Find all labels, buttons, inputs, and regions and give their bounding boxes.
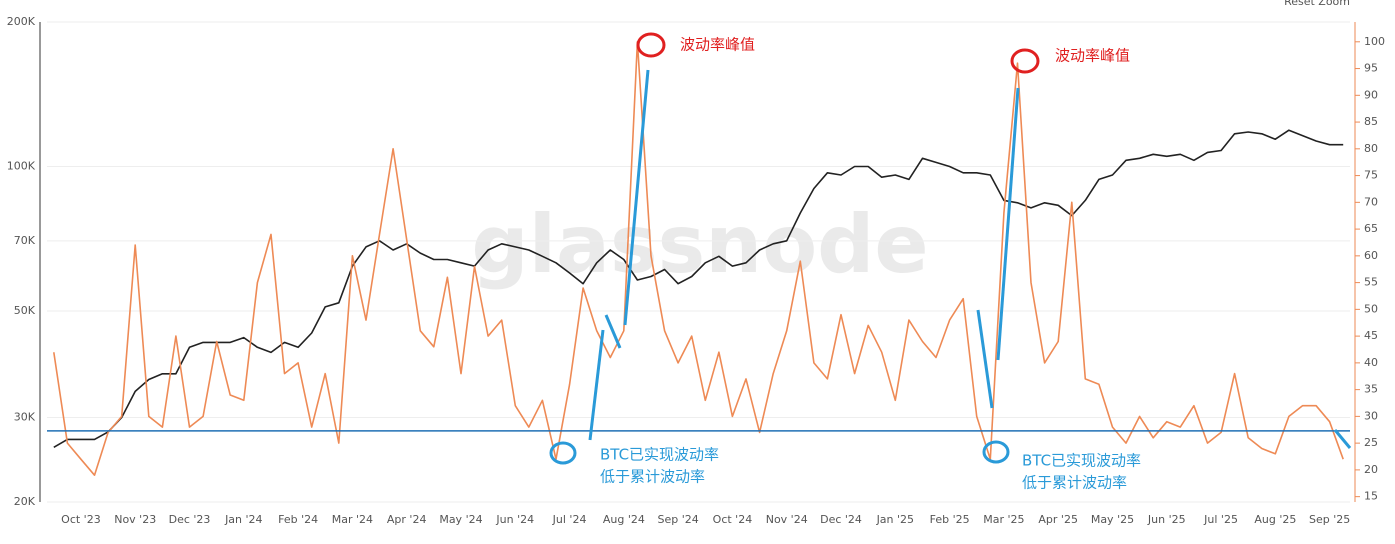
- x-tick-label: Nov '24: [766, 513, 808, 526]
- annotation: BTC已实现波动率: [600, 446, 719, 464]
- y2-tick-label: 55: [1364, 276, 1378, 289]
- y-tick-label: 30K: [14, 410, 36, 423]
- arrow: [976, 309, 994, 409]
- x-tick-label: Oct '24: [713, 513, 753, 526]
- annotation: 低于累计波动率: [1022, 474, 1127, 492]
- y2-tick-label: 80: [1364, 142, 1378, 155]
- annotation: 波动率峰值: [680, 36, 755, 54]
- arrow: [996, 87, 1020, 361]
- annotation-shapes: [549, 32, 1352, 465]
- y2-tick-label: 15: [1364, 490, 1378, 503]
- x-tick-label: Dec '24: [820, 513, 862, 526]
- y2-tick-label: 40: [1364, 356, 1378, 369]
- y2-tick-label: 70: [1364, 195, 1378, 208]
- y-tick-label: 50K: [14, 304, 36, 317]
- x-tick-label: Aug '25: [1254, 513, 1296, 526]
- x-tick-label: Feb '25: [930, 513, 970, 526]
- x-tick-label: Dec '23: [169, 513, 211, 526]
- x-tick-label: Feb '24: [278, 513, 318, 526]
- y2-tick-label: 65: [1364, 222, 1378, 235]
- y-tick-label: 200K: [7, 15, 36, 28]
- annotation: BTC已实现波动率: [1022, 452, 1141, 470]
- reset-zoom[interactable]: Reset Zoom: [1284, 0, 1350, 8]
- x-tick-label: Oct '23: [61, 513, 101, 526]
- series-line: [53, 129, 1344, 448]
- watermark: glassnode: [471, 198, 928, 291]
- annotation: 波动率峰值: [1055, 47, 1130, 65]
- x-tick-label: Sep '25: [1309, 513, 1350, 526]
- x-tick-label: Jun '25: [1147, 513, 1186, 526]
- y2-tick-label: 50: [1364, 302, 1378, 315]
- x-tick-label: Apr '25: [1038, 513, 1078, 526]
- series-line: [53, 41, 1344, 476]
- x-tick-label: Mar '24: [332, 513, 373, 526]
- arrow: [1333, 429, 1352, 449]
- x-tick-label: Jul '25: [1203, 513, 1238, 526]
- x-tick-label: Jan '24: [224, 513, 262, 526]
- arrow: [623, 69, 650, 326]
- y2-tick-label: 90: [1364, 88, 1378, 101]
- y-tick-label: 70K: [14, 234, 36, 247]
- x-tick-label: Mar '25: [983, 513, 1024, 526]
- x-tick-label: Aug '24: [603, 513, 645, 526]
- arrow: [604, 314, 622, 349]
- annotation: 低于累计波动率: [600, 468, 705, 486]
- y-tick-label: 20K: [14, 495, 36, 508]
- x-tick-label: May '24: [439, 513, 482, 526]
- y2-tick-label: 75: [1364, 169, 1378, 182]
- y2-tick-label: 20: [1364, 463, 1378, 476]
- arrow: [588, 329, 605, 441]
- y2-tick-label: 85: [1364, 115, 1378, 128]
- y2-tick-label: 30: [1364, 409, 1378, 422]
- x-tick-label: Nov '23: [114, 513, 156, 526]
- y2-tick-label: 25: [1364, 436, 1378, 449]
- y-tick-label: 100K: [7, 159, 36, 172]
- low-circle: [549, 441, 577, 465]
- y2-tick-label: 95: [1364, 62, 1378, 75]
- y2-tick-label: 35: [1364, 383, 1378, 396]
- y2-tick-label: 60: [1364, 249, 1378, 262]
- x-tick-label: Jul '24: [552, 513, 587, 526]
- peak-circle: [1010, 48, 1040, 74]
- peak-circle: [636, 32, 666, 58]
- x-tick-label: Sep '24: [658, 513, 699, 526]
- x-tick-label: Apr '24: [387, 513, 427, 526]
- y2-tick-label: 100: [1364, 35, 1385, 48]
- low-circle: [982, 440, 1010, 464]
- y2-tick-label: 45: [1364, 329, 1378, 342]
- x-tick-label: Jun '24: [495, 513, 534, 526]
- x-tick-label: May '25: [1091, 513, 1134, 526]
- x-tick-label: Jan '25: [876, 513, 914, 526]
